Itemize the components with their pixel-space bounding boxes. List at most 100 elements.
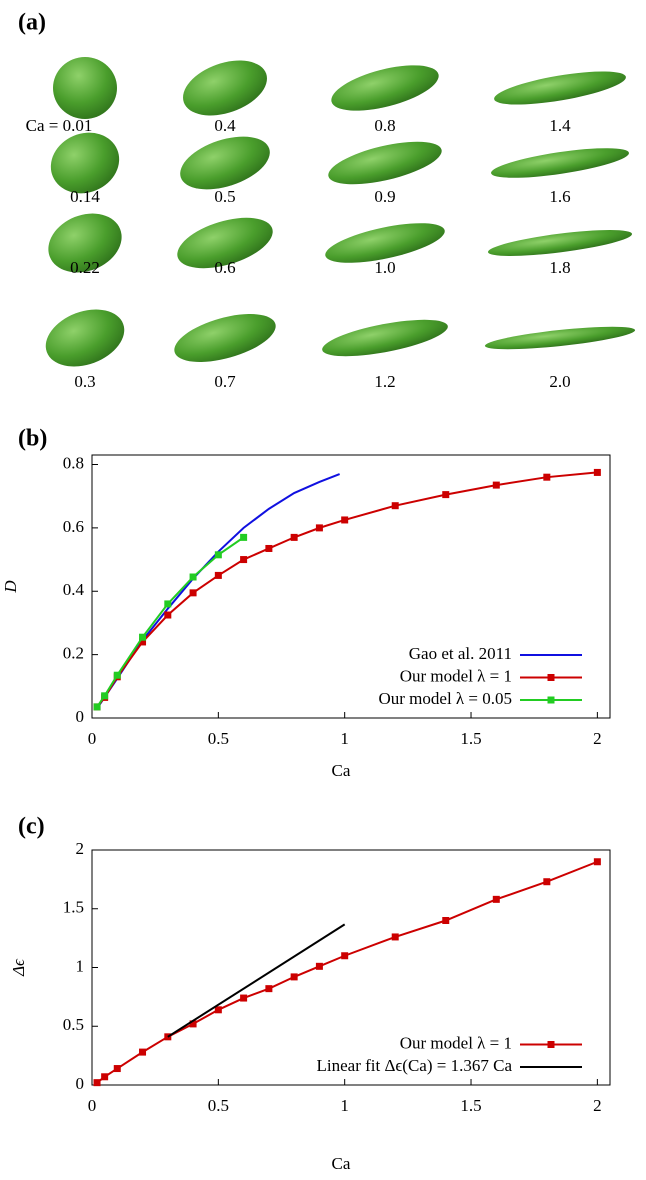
data-point: [139, 1048, 147, 1056]
legend-label: Our model λ = 1: [400, 666, 512, 685]
data-point: [543, 473, 551, 481]
x-tick-label: 0: [88, 1096, 97, 1115]
data-point: [341, 952, 349, 960]
shape-label: 0.22: [70, 258, 100, 277]
x-tick-label: 0.5: [208, 1096, 229, 1115]
shape-label: 1.4: [549, 116, 571, 135]
data-point: [240, 994, 248, 1002]
shape-label: 1.2: [374, 372, 395, 391]
data-point: [391, 502, 399, 510]
droplet: [322, 319, 448, 357]
series-line: [96, 471, 598, 708]
shape-label: 0.7: [214, 372, 236, 391]
series-line: [167, 923, 346, 1038]
legend-label: Our model λ = 1: [400, 1033, 512, 1052]
data-point: [101, 1073, 109, 1081]
data-point: [139, 638, 147, 646]
data-point: [265, 544, 273, 552]
droplet: [491, 148, 629, 178]
data-point: [391, 933, 399, 941]
x-tick-label: 0: [88, 729, 97, 748]
y-tick-label: 0: [76, 1074, 85, 1093]
data-point: [164, 600, 172, 608]
y-tick-label: 0.6: [63, 517, 84, 536]
y-tick-label: 0.2: [63, 644, 84, 663]
data-point: [214, 571, 222, 579]
droplet: [328, 141, 442, 185]
legend-marker: [547, 696, 555, 704]
shape-label: 2.0: [549, 372, 570, 391]
plot-frame: [91, 849, 611, 1086]
x-tick-label: 0.5: [208, 729, 229, 748]
y-tick-label: 0: [76, 707, 85, 726]
y-tick-label: 0.5: [63, 1015, 84, 1034]
droplet: [325, 223, 445, 263]
droplet: [484, 326, 636, 350]
data-point: [189, 589, 197, 597]
data-point: [214, 551, 222, 559]
data-point: [492, 895, 500, 903]
data-point: [240, 556, 248, 564]
legend-label: Linear fit Δϵ(Ca) = 1.367 Ca: [317, 1056, 513, 1075]
data-point: [240, 533, 248, 541]
data-point: [492, 481, 500, 489]
panel-label: (a): [18, 10, 46, 36]
x-tick-label: 1.5: [460, 1096, 481, 1115]
legend-marker: [547, 1041, 555, 1048]
droplet: [180, 136, 270, 190]
data-point: [139, 633, 147, 641]
shape-label: 0.5: [214, 187, 235, 206]
droplet: [174, 314, 276, 362]
data-point: [189, 573, 197, 581]
legend-label: Our model λ = 0.05: [378, 689, 512, 708]
legend-marker: [547, 674, 555, 681]
data-point: [101, 692, 109, 700]
panel-label: (c): [18, 814, 45, 840]
x-axis-label: Ca: [332, 761, 351, 780]
y-tick-label: 1.5: [63, 898, 84, 917]
data-point: [315, 524, 323, 532]
droplet: [487, 230, 633, 256]
series-line: [96, 536, 245, 708]
shape-label: 0.9: [374, 187, 395, 206]
data-point: [315, 962, 323, 970]
droplet: [183, 60, 267, 116]
droplet: [494, 71, 626, 105]
x-tick-label: 2: [593, 1096, 602, 1115]
data-point: [164, 611, 172, 619]
shape-label: 0.4: [214, 116, 236, 135]
shape-label: 0.8: [374, 116, 395, 135]
panel-label: (b): [18, 426, 47, 452]
droplet: [331, 65, 439, 111]
data-point: [189, 1020, 197, 1028]
droplet: [48, 213, 122, 273]
data-point: [442, 917, 450, 924]
droplet: [53, 57, 117, 119]
shape-label: 1.0: [374, 258, 395, 277]
data-point: [593, 858, 601, 866]
shape-label: 0.6: [214, 258, 235, 277]
data-point: [341, 516, 349, 524]
y-tick-label: 2: [76, 839, 85, 858]
y-tick-label: 0.8: [63, 453, 84, 472]
x-axis-label: Ca: [332, 1154, 351, 1173]
data-point: [113, 1065, 121, 1073]
data-point: [290, 533, 298, 541]
data-point: [93, 703, 101, 711]
shape-label: 1.6: [549, 187, 570, 206]
shape-label: 0.14: [70, 187, 100, 206]
droplet: [45, 309, 125, 367]
data-point: [290, 973, 298, 981]
x-tick-label: 1.5: [460, 729, 481, 748]
data-point: [113, 671, 121, 679]
droplet: [50, 132, 120, 194]
plot-frame: [91, 454, 611, 719]
shape-label: Ca = 0.01: [26, 116, 93, 135]
y-axis-label: D: [1, 580, 20, 594]
shape-label: 0.3: [74, 372, 95, 391]
data-point: [265, 985, 273, 993]
shape-label: 1.8: [549, 258, 570, 277]
y-tick-label: 0.4: [63, 580, 85, 599]
data-point: [214, 1006, 222, 1014]
